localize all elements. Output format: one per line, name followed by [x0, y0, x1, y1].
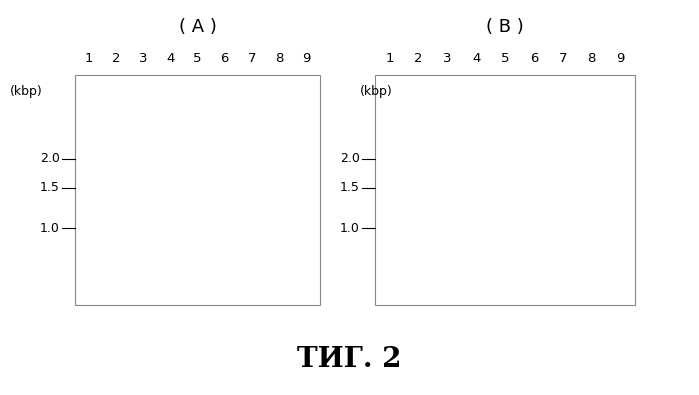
Text: 1.0: 1.0 [340, 222, 359, 235]
Text: 2: 2 [112, 51, 120, 64]
Text: 7: 7 [559, 51, 567, 64]
FancyBboxPatch shape [385, 152, 403, 165]
FancyBboxPatch shape [212, 182, 235, 198]
Text: 5: 5 [193, 51, 202, 64]
FancyBboxPatch shape [290, 182, 312, 198]
Text: 5: 5 [500, 51, 510, 64]
Text: 7: 7 [247, 51, 257, 64]
Text: 1.5: 1.5 [40, 181, 59, 194]
FancyBboxPatch shape [386, 184, 403, 192]
FancyBboxPatch shape [87, 184, 99, 192]
Text: 6: 6 [530, 51, 538, 64]
Text: (kbp): (kbp) [360, 85, 393, 98]
Text: ( B ): ( B ) [486, 18, 524, 36]
FancyBboxPatch shape [386, 192, 403, 201]
FancyBboxPatch shape [493, 190, 517, 204]
Text: 1: 1 [85, 51, 93, 64]
Text: 2: 2 [414, 51, 423, 64]
Text: 4: 4 [166, 51, 175, 64]
FancyBboxPatch shape [134, 182, 157, 198]
Text: 1.0: 1.0 [40, 222, 59, 235]
Text: 9: 9 [302, 51, 310, 64]
Text: 8: 8 [275, 51, 283, 64]
FancyBboxPatch shape [108, 182, 131, 198]
FancyBboxPatch shape [466, 190, 489, 204]
Text: 1: 1 [385, 51, 394, 64]
FancyBboxPatch shape [521, 190, 545, 204]
Text: 3: 3 [443, 51, 452, 64]
FancyBboxPatch shape [85, 152, 102, 166]
FancyBboxPatch shape [438, 190, 461, 204]
Text: 3: 3 [139, 51, 147, 64]
FancyBboxPatch shape [238, 182, 261, 198]
FancyBboxPatch shape [604, 190, 628, 204]
FancyBboxPatch shape [576, 190, 600, 204]
FancyBboxPatch shape [548, 190, 572, 204]
Text: 4: 4 [472, 51, 480, 64]
FancyBboxPatch shape [386, 175, 403, 184]
Text: 2.0: 2.0 [40, 152, 59, 165]
Text: ( A ): ( A ) [178, 18, 217, 36]
FancyBboxPatch shape [386, 165, 403, 175]
FancyBboxPatch shape [386, 201, 403, 210]
Text: 8: 8 [587, 51, 596, 64]
Text: (kbp): (kbp) [10, 85, 43, 98]
Text: 9: 9 [617, 51, 625, 64]
Text: 2.0: 2.0 [340, 152, 359, 165]
FancyBboxPatch shape [386, 223, 403, 233]
FancyBboxPatch shape [264, 182, 287, 198]
FancyBboxPatch shape [410, 190, 434, 204]
Text: ΤИГ. 2: ΤИГ. 2 [297, 346, 402, 373]
FancyBboxPatch shape [160, 182, 182, 198]
FancyBboxPatch shape [186, 182, 209, 198]
Text: 6: 6 [221, 51, 229, 64]
Text: 1.5: 1.5 [340, 181, 359, 194]
